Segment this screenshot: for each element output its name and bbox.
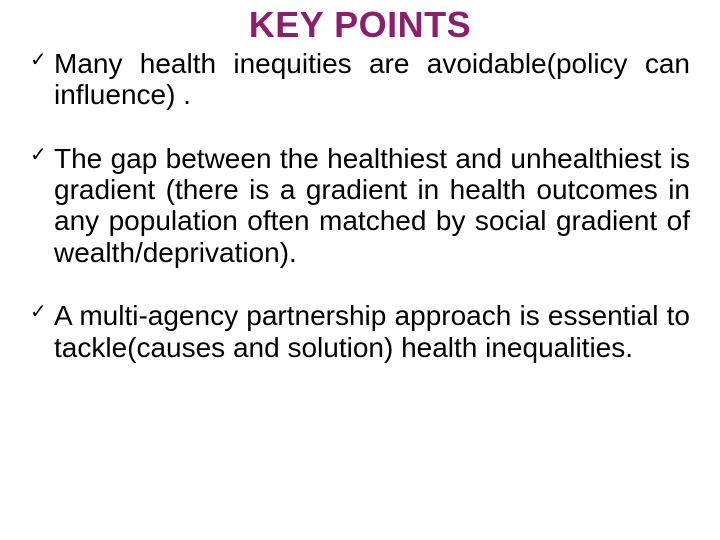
slide-title: KEY POINTS: [30, 4, 690, 46]
check-icon: ✓: [30, 50, 47, 70]
bullet-text: The gap between the healthiest and unhea…: [54, 143, 690, 268]
list-item: ✓ The gap between the healthiest and unh…: [30, 143, 690, 268]
bullet-text: A multi-agency partnership approach is e…: [54, 300, 690, 362]
check-icon: ✓: [30, 302, 47, 322]
list-item: ✓ Many health inequities are avoidable(p…: [30, 48, 690, 111]
bullet-text: Many health inequities are avoidable(pol…: [54, 48, 690, 110]
list-item: ✓ A multi-agency partnership approach is…: [30, 300, 690, 363]
slide: KEY POINTS ✓ Many health inequities are …: [0, 0, 720, 540]
check-icon: ✓: [30, 145, 47, 165]
bullet-list: ✓ Many health inequities are avoidable(p…: [30, 48, 690, 363]
